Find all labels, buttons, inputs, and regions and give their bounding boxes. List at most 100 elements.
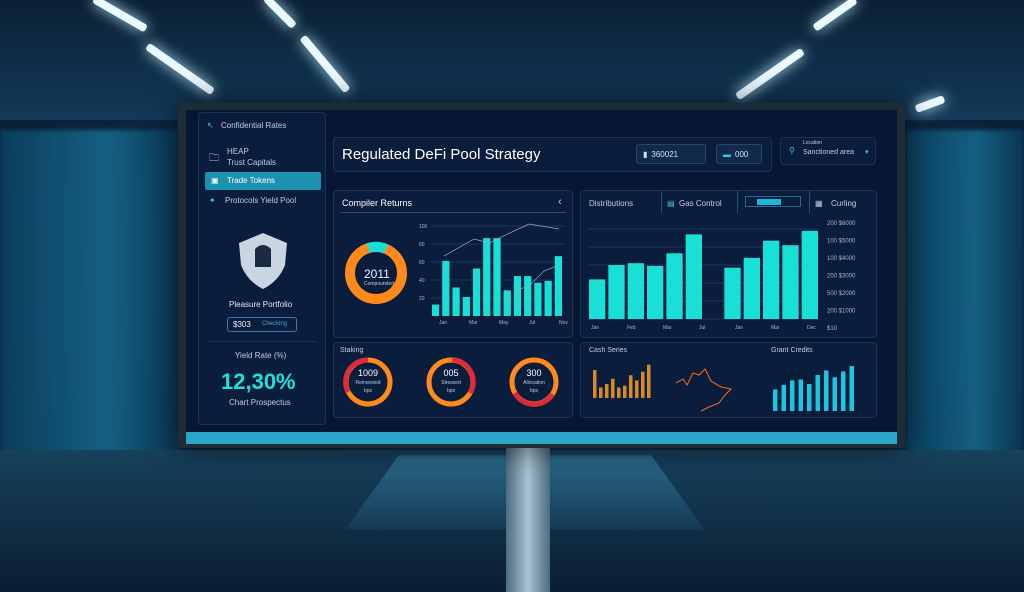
- y-tick: 60: [419, 260, 425, 266]
- bar: [743, 257, 760, 319]
- x-tick: Jan: [591, 325, 599, 331]
- trend-charts: [593, 364, 854, 412]
- bar: [462, 297, 470, 316]
- y-tick: 500 $2000: [827, 291, 856, 297]
- stat-value: 000: [735, 149, 749, 159]
- balance-badge[interactable]: $303 Checking: [227, 317, 297, 332]
- badge-value: $303: [233, 320, 251, 329]
- y-tick: 80: [419, 242, 425, 248]
- x-tick: Nov: [559, 320, 568, 326]
- bar: [589, 279, 606, 319]
- gauge-value: 005: [443, 368, 459, 378]
- bar: [666, 253, 683, 319]
- returns-panel: Compiler Returns ‹ 2011 Compounded 100 80…: [333, 190, 573, 338]
- back-icon[interactable]: ↖: [207, 121, 214, 130]
- bar: [763, 240, 780, 319]
- donut-caption: Compounded: [364, 281, 395, 287]
- sidebar-item-trade-tokens[interactable]: ▣ Trade Tokens: [205, 172, 321, 190]
- y-tick: $10: [827, 326, 838, 332]
- x-tick: Jul: [529, 320, 535, 326]
- gauge-ring: [509, 357, 559, 407]
- y-tick: 100: [419, 224, 428, 230]
- bar: [442, 260, 450, 316]
- gauge: 005 Stressed bps: [425, 356, 477, 408]
- stat-pill-1[interactable]: ▮ 360021: [636, 144, 706, 164]
- location-pin-icon: ⚲: [789, 146, 795, 155]
- shield-caption: Pleasure Portfolio: [229, 300, 293, 309]
- tab-gas-control[interactable]: Gas Control: [679, 199, 722, 208]
- x-tick: May: [499, 320, 509, 326]
- gauge-ring: [343, 357, 393, 407]
- bar: [841, 371, 846, 411]
- distribution-panel: Distributions ▤ Gas Control ▦ Curling 20…: [580, 190, 877, 338]
- trend-line: [443, 223, 560, 257]
- bar: [807, 384, 812, 411]
- y-tick: 40: [419, 278, 425, 284]
- sidebar: ↖ Confidential Rates 🗀 HEAP Trust Capita…: [198, 112, 326, 425]
- x-tick: Jul: [699, 325, 705, 331]
- gauge-ring: [426, 357, 476, 407]
- bar: [773, 389, 778, 411]
- bar: [608, 265, 625, 319]
- document-icon: ▤: [667, 199, 675, 208]
- bar: [782, 245, 799, 319]
- bar: [824, 370, 829, 411]
- lock-icon: 🗀: [209, 153, 219, 164]
- bar: [554, 256, 562, 316]
- chevron-left-icon[interactable]: ‹: [558, 196, 562, 208]
- chevron-down-icon: ▾: [865, 149, 869, 156]
- x-tick: Jan: [439, 320, 447, 326]
- gauge-value: 300: [526, 368, 542, 378]
- bar: [629, 375, 633, 398]
- bar: [483, 238, 491, 316]
- tab-curling[interactable]: Curling: [831, 199, 857, 208]
- location-select[interactable]: ⚲ Location Sanctioned area ▾: [780, 137, 876, 165]
- x-tick: Mar: [469, 320, 478, 326]
- bar: [623, 385, 627, 398]
- left-wall-screens: [0, 130, 180, 490]
- bar: [801, 230, 818, 319]
- bar: [472, 268, 481, 316]
- trend-line: [675, 368, 733, 412]
- ceiling: [0, 0, 1024, 120]
- sidebar-item-sub: Trust Capitals: [227, 158, 277, 167]
- gauge-caption: Stressed: [441, 380, 461, 386]
- donut-value: 2011: [364, 267, 390, 281]
- returns-donut: [345, 241, 407, 304]
- sidebar-item-label: Protocols Yield Pool: [225, 196, 297, 205]
- header-bar: Regulated DeFi Pool Strategy ▮ 360021 ▬ 00…: [333, 137, 772, 172]
- tab-toggle[interactable]: [745, 196, 801, 207]
- returns-chart: 100 80 60 40 20 Jan Mar May Jul Nov: [419, 223, 568, 326]
- y-tick: 200 $1000: [827, 309, 856, 315]
- bar: [781, 384, 786, 411]
- staking-panel: Staking 1009 Reinvested bps 005 Stressed…: [333, 342, 573, 418]
- location-label: Location: [803, 140, 822, 146]
- bar: [832, 377, 837, 411]
- bar: [647, 265, 664, 319]
- panel-title-2: Grant Credits: [771, 347, 813, 354]
- wallet-icon: ▣: [211, 176, 219, 185]
- gauge-unit: bps: [363, 388, 373, 394]
- location-value: Sanctioned area: [803, 149, 854, 156]
- shield-bank-icon: [239, 233, 287, 289]
- bag-icon: ▮: [643, 149, 648, 159]
- x-tick: Feb: [627, 325, 636, 331]
- bar: [452, 287, 460, 316]
- folder-icon: ▬: [723, 149, 731, 159]
- bar: [593, 370, 597, 398]
- sidebar-item-label: Trade Tokens: [227, 176, 276, 185]
- y-tick: 100 $5000: [827, 239, 856, 245]
- bar: [503, 290, 511, 316]
- tab-distributions[interactable]: Distributions: [589, 199, 634, 208]
- panel-title: Compiler Returns: [342, 198, 413, 208]
- metric-label: Yield Rate (%): [235, 351, 287, 360]
- panel-title: Cash Series: [589, 347, 628, 354]
- distribution-chart: 200 $6000 100 $5000 100 $4000 200 $3000 500 …: [587, 221, 856, 332]
- stat-pill-2[interactable]: ▬ 000: [716, 144, 762, 164]
- bar: [493, 238, 501, 316]
- y-tick: 100 $4000: [827, 256, 856, 262]
- gauge-caption: Reinvested: [355, 380, 381, 386]
- stat-value: 360021: [651, 149, 679, 159]
- y-tick: 20: [419, 296, 425, 302]
- x-tick: Jan: [735, 325, 743, 331]
